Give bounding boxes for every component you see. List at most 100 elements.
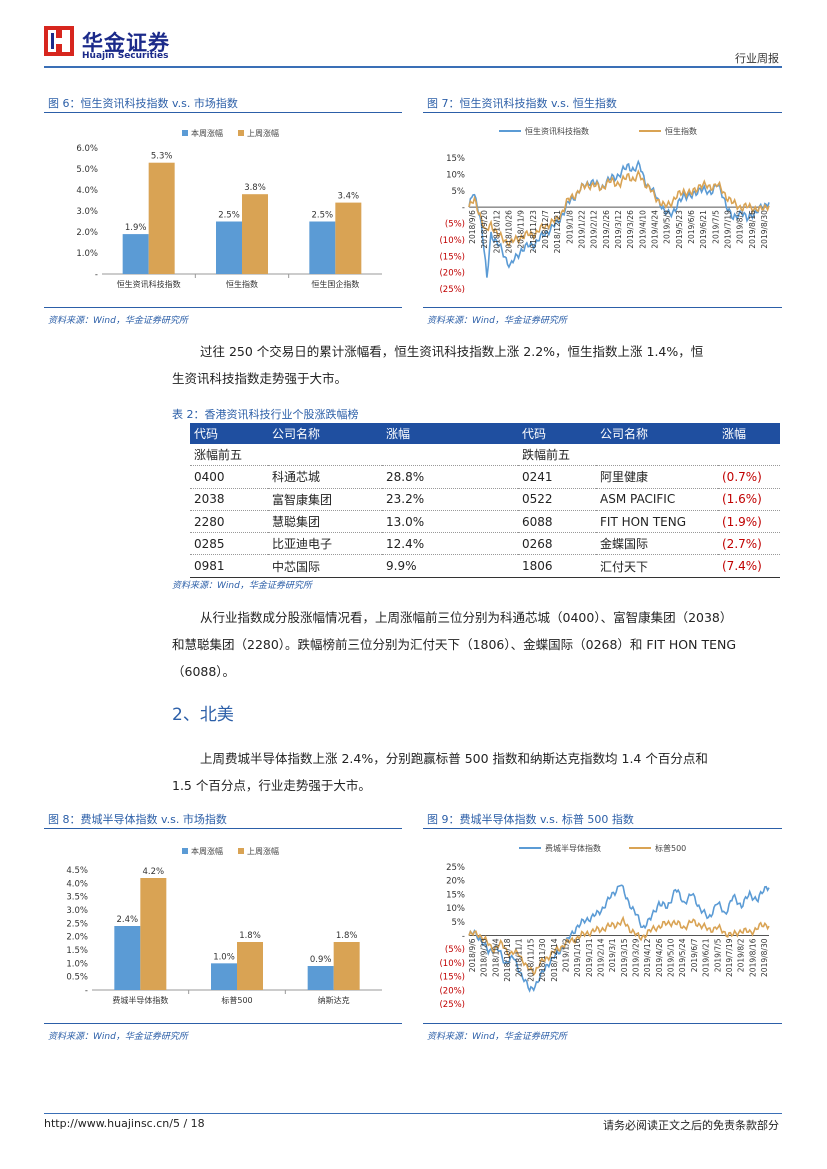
footer-url-page[interactable]: http://www.huajinsc.cn/5 / 18 (44, 1117, 205, 1130)
y-tick-label: 1.5% (66, 946, 88, 956)
x-tick-label: 2018/11/9 (517, 210, 526, 249)
x-tick-label: 2018/9/6 (468, 938, 477, 972)
x-tick-label: 2019/7/5 (711, 210, 720, 244)
fig6-source: 资料来源：Wind，华金证券研究所 (48, 316, 188, 326)
bar-0 (307, 966, 334, 990)
table-cell: 9.9% (382, 554, 518, 578)
bar-value-label: 1.9% (125, 223, 147, 233)
y-tick-label: 2.5% (66, 919, 88, 929)
y-tick-label: 10% (446, 904, 465, 914)
para3-line2: 1.5 个百分点，行业走势强于大市。 (172, 778, 371, 793)
y-tick-label: 3.5% (66, 893, 88, 903)
y-tick-label: 1.0% (76, 249, 98, 259)
stock-movers-table: 代码 公司名称 涨幅 代码 公司名称 涨幅 涨幅前五 跌幅前五 0400 科通芯… (190, 423, 780, 578)
bar-0 (309, 221, 336, 274)
bar-value-label: 0.9% (310, 955, 332, 965)
table-cell: 金蝶国际 (596, 532, 718, 556)
x-tick-label: 2019/4/24 (651, 210, 660, 249)
table-cell: 比亚迪电子 (268, 532, 382, 556)
table2-title: 表 2：香港资讯科技行业个股涨跌幅榜 (172, 408, 359, 421)
bar-value-label: 4.2% (143, 867, 165, 877)
y-tick-label: 0.5% (66, 973, 88, 983)
x-tick-label: 2019/1/31 (585, 938, 594, 977)
x-tick-label: 2019/1/8 (565, 210, 574, 244)
series-line-1 (468, 169, 770, 248)
legend-label: 标普500 (655, 843, 686, 853)
table-cell: (0.7%) (718, 465, 780, 489)
bar-1 (242, 194, 268, 274)
gainers-label: 涨幅前五 (190, 444, 268, 467)
para1-line1: 过往 250 个交易日的累计涨幅看，恒生资讯科技指数上涨 2.2%，恒生指数上涨… (200, 344, 704, 359)
x-tick-label: 2019/4/26 (655, 938, 664, 977)
bar-1 (140, 878, 167, 990)
fig8-source: 资料来源：Wind，华金证券研究所 (48, 1032, 188, 1042)
legend-swatch (238, 848, 244, 854)
y-tick-label: (10%) (439, 236, 465, 246)
table-row: 2038 富智康集团 23.2% 0522 ASM PACIFIC (1.6%) (190, 488, 780, 511)
table-cell: 0400 (190, 465, 268, 489)
table-cell: (1.6%) (718, 488, 780, 511)
fig8-bottom-rule (44, 1023, 402, 1024)
x-tick-label: 2019/6/7 (690, 938, 699, 972)
x-tick-label: 2019/5/9 (663, 210, 672, 244)
fig8-title-rule (44, 828, 402, 829)
y-tick-label: 5% (452, 187, 466, 197)
fig6-title-rule (44, 112, 402, 113)
footer-divider (44, 1113, 782, 1114)
y-tick-label: (25%) (439, 285, 465, 295)
y-tick-label: (25%) (439, 1000, 465, 1010)
table-cell: 0522 (518, 488, 596, 511)
legend-swatch (238, 130, 244, 136)
x-tick-label: 2019/4/10 (638, 210, 647, 249)
table-cell: 2038 (190, 488, 268, 511)
table-cell: 富智康集团 (268, 488, 382, 511)
bar-1 (148, 162, 175, 274)
x-tick-label: 2019/7/19 (725, 938, 734, 977)
col-header-code: 代码 (190, 423, 268, 444)
legend-swatch (182, 848, 188, 854)
x-tick-label: 2019/3/15 (620, 938, 629, 977)
col-header-code: 代码 (518, 423, 596, 444)
fig7-bottom-rule (423, 307, 782, 308)
legend-label: 费城半导体指数 (545, 843, 601, 853)
x-tick-label: 2018/10/18 (503, 938, 512, 981)
x-tick-label: 2019/8/16 (748, 938, 757, 977)
bar-value-label: 2.4% (117, 915, 139, 925)
huajin-logo-icon (44, 26, 74, 56)
y-tick-label: 5.0% (76, 165, 98, 175)
x-tick-label: 2019/8/30 (760, 210, 769, 249)
table-cell: 0241 (518, 465, 596, 489)
y-tick-label: 2.0% (76, 228, 98, 238)
y-tick-label: 3.0% (66, 906, 88, 916)
fig7-title: 图 7：恒生资讯科技指数 v.s. 恒生指数 (427, 97, 617, 110)
table-cell: 6088 (518, 510, 596, 534)
x-tick-label: 2018/12/21 (553, 210, 562, 253)
y-tick-label: (15%) (439, 252, 465, 262)
bar-value-label: 1.8% (336, 931, 358, 941)
y-tick-label: 4.5% (66, 866, 88, 876)
bar-0 (114, 926, 141, 990)
table-cell: 科通芯城 (268, 465, 382, 489)
x-tick-label: 2019/8/2 (736, 210, 745, 244)
y-tick-label: 20% (446, 877, 465, 887)
x-tick-label: 2019/3/1 (608, 938, 617, 972)
table-header-row: 代码 公司名称 涨幅 代码 公司名称 涨幅 (190, 423, 780, 444)
table-cell: 28.8% (382, 465, 518, 489)
fig7-line-chart: 恒生资讯科技指数 恒生指数 15% 10% 5% - (5%) (10%) (15%) (20%)… (439, 126, 770, 295)
bar-value-label: 5.3% (151, 152, 173, 162)
x-tick-label: 2018/9/20 (480, 938, 489, 977)
legend-label: 本周涨幅 (191, 128, 223, 138)
x-tick-label: 2018/11/15 (526, 938, 535, 981)
table2-source: 资料来源：Wind，华金证券研究所 (172, 581, 312, 591)
fig6-title: 图 6：恒生资讯科技指数 v.s. 市场指数 (48, 97, 238, 110)
report-type-label: 行业周报 (735, 52, 779, 65)
series-line-0 (468, 159, 770, 278)
fig9-source: 资料来源：Wind，华金证券研究所 (427, 1032, 567, 1042)
x-tick-label: 2018/10/12 (492, 210, 501, 253)
y-tick-label: (15%) (439, 973, 465, 983)
x-tick-label: 2018/12/7 (541, 210, 550, 249)
y-tick-label: 3.0% (76, 207, 98, 217)
y-tick-label: (5%) (445, 945, 465, 955)
y-tick-label: 15% (446, 890, 465, 900)
fig9-title-rule (423, 828, 782, 829)
